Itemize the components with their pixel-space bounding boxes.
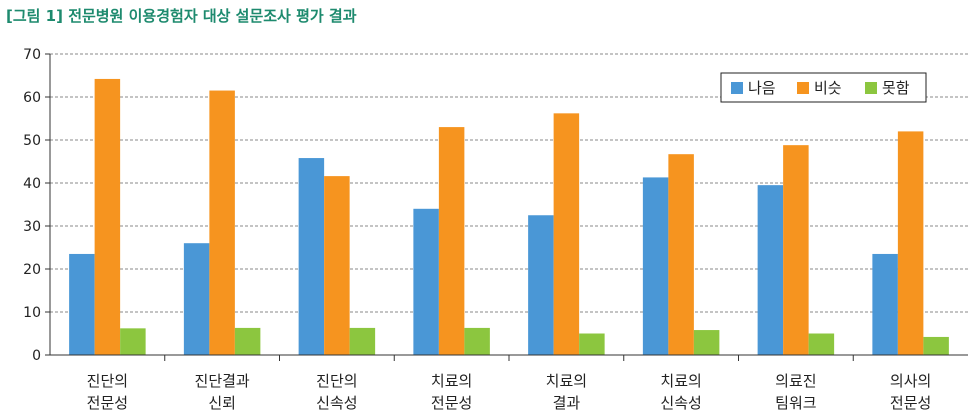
- x-category-label: 치료의: [431, 372, 472, 390]
- bar-못함-7: [923, 336, 949, 355]
- bar-비슷-1: [209, 90, 235, 356]
- bar-못함-4: [579, 333, 605, 355]
- y-tick-label: 40: [23, 176, 41, 192]
- bar-나음-3: [413, 208, 439, 355]
- x-category-label: 신속성: [316, 394, 357, 412]
- bar-못함-2: [349, 327, 376, 355]
- x-category-label: 진단결과: [195, 372, 250, 390]
- bar-나음-1: [183, 243, 210, 355]
- x-category-label: 전문성: [431, 394, 472, 412]
- y-tick-label: 70: [23, 47, 41, 63]
- y-axis: 0 10 20 30 40 50 60 70: [23, 47, 51, 364]
- legend-swatch: [865, 82, 877, 94]
- x-category-label: 팀워크: [775, 394, 816, 412]
- bar-비슷-2: [324, 176, 350, 355]
- bar-비슷-4: [553, 113, 580, 355]
- legend-label: 비슷: [814, 79, 842, 97]
- x-category-label: 전문성: [87, 394, 128, 412]
- x-category-label: 신뢰: [208, 394, 236, 412]
- legend: 나음 비슷 못함: [720, 72, 927, 103]
- x-category-label: 의사의: [890, 372, 931, 390]
- bar-못함-0: [120, 328, 146, 355]
- bar-나음-2: [298, 158, 325, 355]
- bar-비슷-6: [783, 145, 809, 355]
- bar-나음-7: [872, 253, 898, 355]
- bar-비슷-7: [897, 131, 924, 355]
- legend-swatch: [797, 82, 809, 94]
- bar-못함-5: [693, 330, 720, 355]
- bars: [69, 78, 949, 356]
- chart-title: [그림 1] 전문병원 이용경험자 대상 설문조사 평가 결과: [6, 7, 357, 25]
- legend-box: [720, 72, 927, 103]
- legend-label: 못함: [882, 79, 910, 97]
- bar-비슷-5: [668, 154, 694, 355]
- x-category-label: 의료진: [775, 372, 816, 390]
- bar-나음-4: [528, 215, 554, 355]
- x-category-label: 치료의: [546, 372, 587, 390]
- bar-나음-5: [642, 177, 669, 355]
- y-tick-label: 20: [23, 262, 41, 278]
- bar-못함-3: [464, 327, 490, 355]
- x-category-label: 전문성: [890, 394, 931, 412]
- y-tick-label: 60: [23, 90, 41, 106]
- x-category-label: 진단의: [316, 372, 357, 390]
- y-tick-label: 50: [23, 133, 41, 149]
- x-category-label: 결과: [553, 394, 581, 412]
- x-category-label: 신속성: [660, 394, 701, 412]
- bar-비슷-0: [94, 78, 121, 355]
- bar-못함-1: [234, 327, 261, 355]
- bar-못함-6: [808, 333, 835, 355]
- x-category-label: 진단의: [87, 372, 128, 390]
- y-tick-label: 30: [23, 219, 41, 235]
- x-category-label: 치료의: [660, 372, 701, 390]
- y-tick-label: 10: [23, 305, 41, 321]
- bar-나음-0: [69, 253, 95, 355]
- y-tick-label: 0: [32, 348, 41, 364]
- legend-swatch: [731, 82, 743, 94]
- bar-비슷-3: [438, 127, 465, 355]
- legend-label: 나음: [748, 79, 776, 97]
- bar-나음-6: [757, 185, 784, 355]
